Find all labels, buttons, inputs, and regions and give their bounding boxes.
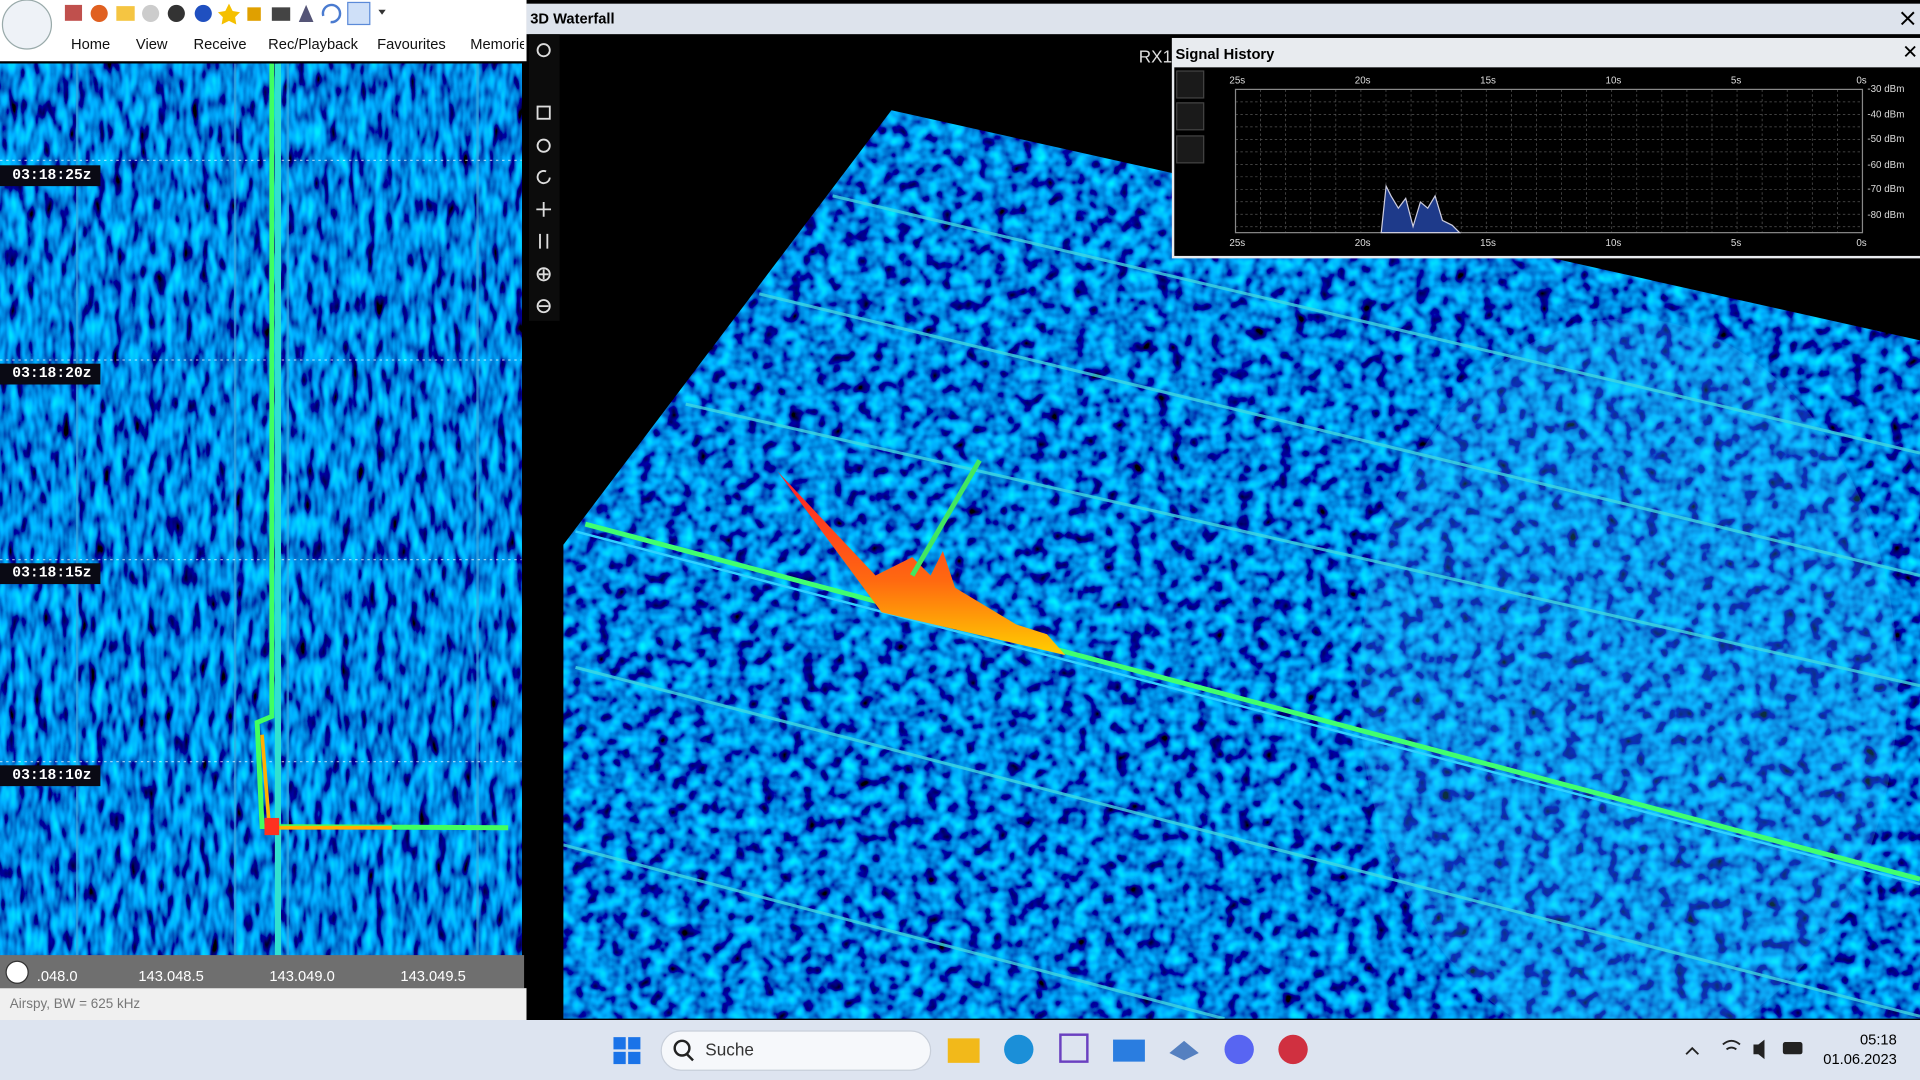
level-label: -60 dBm: [1867, 158, 1905, 170]
time-label: 25s: [1229, 74, 1246, 86]
status-bar: [0, 988, 527, 1021]
time-label: 0s: [1856, 74, 1867, 86]
menu-item[interactable]: Rec/Playback: [268, 35, 359, 53]
menu-item[interactable]: Memorie: [470, 35, 525, 53]
close-button[interactable]: [1904, 45, 1916, 57]
app-button[interactable]: [1, 0, 53, 50]
timestamp: 03:18:10z: [0, 765, 101, 787]
signal-history-buttons[interactable]: [1176, 70, 1205, 164]
frequency-label: .048.0: [36, 967, 78, 985]
level-label: -30 dBm: [1867, 83, 1905, 95]
menu-item[interactable]: Receive: [193, 35, 247, 53]
3d-toolbar-icons[interactable]: [536, 43, 552, 314]
timestamp: 03:18:25z: [0, 165, 101, 187]
frequency-label: 143.048.5: [138, 967, 204, 985]
signal-history-plot: [1174, 67, 1920, 256]
window-title: 3D Waterfall: [530, 9, 615, 27]
level-label: -50 dBm: [1867, 133, 1905, 145]
time-label: 15s: [1480, 237, 1496, 249]
taskbar-icons[interactable]: [613, 1030, 1803, 1071]
time-label: 5s: [1730, 237, 1742, 249]
close-button[interactable]: [1900, 11, 1915, 26]
search-box[interactable]: Suche: [705, 1039, 754, 1060]
clock-date: 01.06.2023: [1823, 1050, 1897, 1068]
time-label: 0s: [1856, 237, 1867, 249]
history-frame: [1234, 88, 1864, 234]
menu-item[interactable]: Home: [71, 35, 111, 53]
time-label: 5s: [1730, 74, 1742, 86]
toolbar: [0, 0, 527, 62]
quick-access-icons[interactable]: [64, 1, 386, 26]
level-label: -70 dBm: [1867, 183, 1905, 195]
signal-peak: [264, 817, 280, 836]
window-titlebar: [526, 3, 1920, 35]
status-text: Airspy, BW = 625 kHz: [9, 996, 141, 1012]
clock-time: 05:18: [1860, 1031, 1897, 1049]
level-label: -80 dBm: [1867, 208, 1905, 220]
receiver-label: RX1: [1138, 46, 1173, 67]
menu-item[interactable]: View: [135, 35, 168, 53]
level-label: -40 dBm: [1867, 108, 1905, 120]
time-label: 20s: [1354, 237, 1371, 249]
frequency-label: 143.049.5: [400, 967, 466, 985]
frequency-label: 143.049.0: [269, 967, 335, 985]
window-title: Signal History: [1175, 45, 1275, 63]
carrier-lines: [75, 63, 479, 956]
axis-button[interactable]: [5, 960, 29, 984]
time-label: 20s: [1354, 74, 1371, 86]
time-label: 25s: [1229, 237, 1246, 249]
timestamp: 03:18:15z: [0, 563, 101, 585]
signal-history-trace: [1380, 183, 1462, 234]
frequency-axis: [0, 955, 525, 989]
menu-item[interactable]: Favourites: [377, 35, 446, 53]
3d-plane: [563, 110, 1920, 1019]
time-label: 10s: [1605, 237, 1622, 249]
timestamp: 03:18:20z: [0, 363, 101, 385]
time-label: 15s: [1480, 74, 1496, 86]
time-label: 10s: [1605, 74, 1622, 86]
time-lines: [0, 159, 522, 763]
